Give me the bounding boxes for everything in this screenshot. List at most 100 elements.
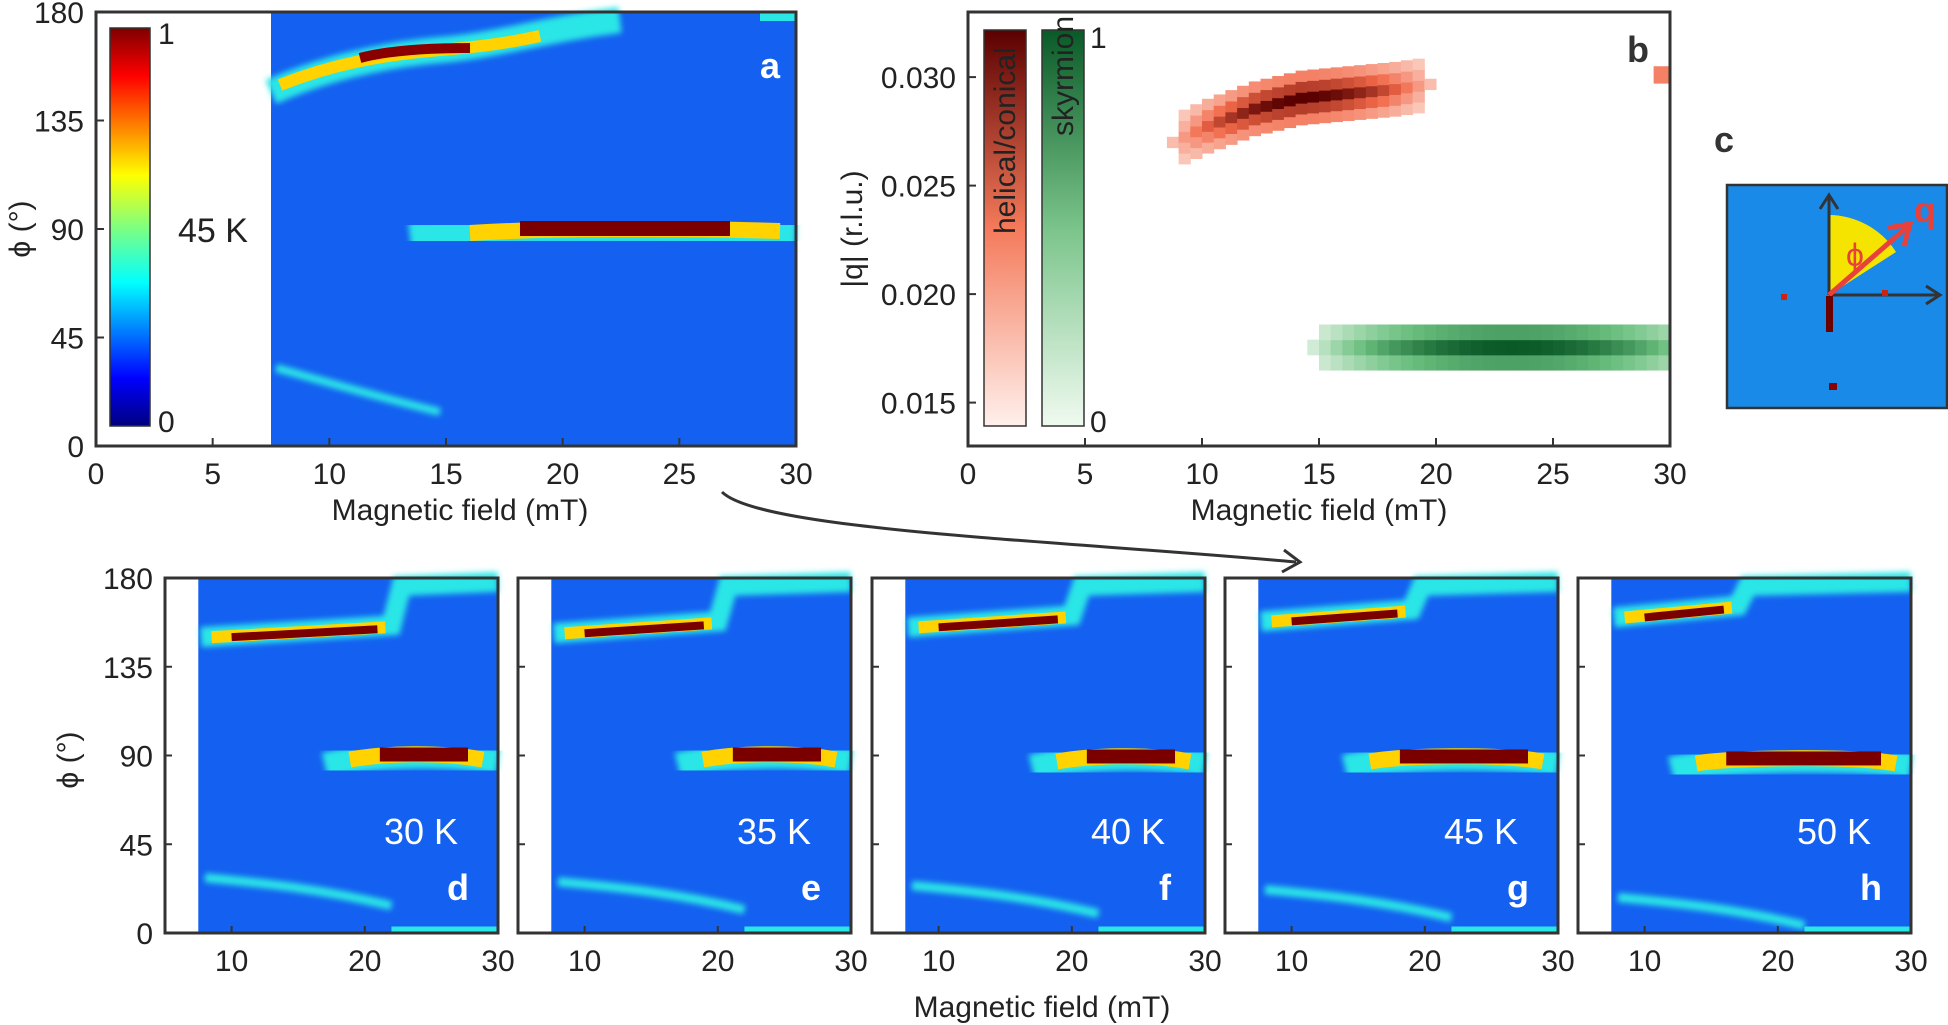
panel-g-upper-core — [1291, 609, 1398, 626]
panel-c-q-symbol: q — [1914, 189, 1936, 230]
panel-b-helical-cell — [1202, 109, 1215, 121]
panel-b-xtick-label: 5 — [1077, 458, 1094, 491]
panel-g-middle-core — [1399, 749, 1528, 764]
panel-b-skyrmion-cell — [1471, 324, 1484, 341]
panel-b-ytick-label: 0.020 — [881, 279, 956, 312]
panel-c-bragg-peak-bottom — [1829, 383, 1837, 390]
panel-b-helical-cell — [1330, 67, 1343, 79]
panel-e-xtick-label: 10 — [568, 945, 601, 978]
panel-b-skyrmion-cell — [1377, 324, 1390, 341]
panel-a-xtick-label: 30 — [779, 458, 812, 491]
panel-b-helical-cell — [1202, 120, 1215, 132]
panel-b-helical-cell — [1389, 83, 1402, 95]
panel-f-label: f — [1159, 867, 1172, 908]
panel-h-lower-branch — [1617, 893, 1806, 930]
panel-f: 40 K f 10 20 30 — [870, 571, 1222, 978]
panel-b-helical-cell — [1342, 87, 1355, 100]
panel-b-helical-cell — [1377, 95, 1390, 107]
panel-b-skyrmion-cell — [1365, 324, 1378, 341]
row-ylabel: ϕ (°) — [52, 731, 85, 788]
panel-b-helical-cell — [1295, 103, 1308, 115]
panel-f-temperature: 40 K — [1091, 811, 1165, 852]
panel-f-xtick-label: 30 — [1188, 945, 1221, 978]
panel-c-horizontal-arrowhead — [1925, 284, 1943, 306]
panel-b-helical-cell — [1283, 105, 1297, 118]
panel-b-skyrmion-cell — [1646, 354, 1659, 371]
panel-b-skyrmion-cell — [1634, 354, 1648, 371]
panel-b-skyrmion-cell — [1646, 324, 1659, 341]
panel-b-helical-cell — [1377, 73, 1390, 86]
panel-b-helical-cell — [1330, 99, 1343, 112]
panel-b-skyrmion-cell — [1482, 324, 1495, 341]
panel-b-helical-cell — [1412, 80, 1425, 92]
panel-b-skyrmion-cell — [1658, 324, 1671, 341]
panel-b-helical-cell — [1377, 84, 1390, 97]
panel-b-helical-cell — [1237, 129, 1250, 141]
panel-b-skyrmion-cell — [1482, 339, 1495, 356]
panel-h-xtick-label: 10 — [1628, 945, 1661, 978]
panel-b-legend-min: 0 — [1090, 406, 1107, 439]
panel-b-helical-cell — [1342, 77, 1355, 89]
panel-f-xtick-label: 10 — [922, 945, 955, 978]
panel-b-helical-cell — [1319, 111, 1332, 124]
panel-b-skyrmion-cell — [1307, 339, 1320, 356]
panel-g-xtick-label: 30 — [1541, 945, 1574, 978]
panel-b-helical-cell — [1248, 103, 1261, 115]
panel-a-xtick-label: 0 — [88, 458, 105, 491]
panel-b-helical-cell — [1260, 100, 1273, 112]
panel-a-ytick-label: 135 — [34, 106, 84, 139]
panel-a-ytick-label: 45 — [51, 323, 84, 356]
row-xlabel: Magnetic field (mT) — [914, 991, 1171, 1024]
panel-b-skyrmion-cell — [1599, 324, 1612, 341]
panel-c-q-arrowhead-icon — [1887, 220, 1914, 247]
panel-b-helical-cell — [1330, 89, 1343, 101]
panel-b-helical-cell — [1225, 133, 1238, 145]
panel-b-helical-cell — [1190, 104, 1203, 116]
panel-b-skyrmion-cell — [1588, 354, 1601, 371]
panel-b-skyrmion-cell — [1623, 324, 1636, 341]
panel-b-skyrmion-cell — [1599, 339, 1612, 356]
panel-b-skyrmion-cell — [1330, 339, 1343, 356]
panel-b-skyrmion-cell — [1342, 324, 1355, 341]
panel-d-xtick-label: 20 — [348, 945, 381, 978]
panel-b-skyrmion-cell — [1634, 324, 1648, 341]
panel-b-xtick-label: 25 — [1536, 458, 1569, 491]
panel-b-skyrmion-cell — [1377, 339, 1390, 356]
connector-arrowhead-icon — [1281, 548, 1303, 574]
panel-b-xtick-label: 0 — [960, 458, 977, 491]
panel-b-helical-colorbar — [983, 29, 1027, 427]
panel-b-helical-cell — [1272, 76, 1285, 88]
panel-b-helical-cell — [1400, 60, 1414, 72]
panel-b-skyrmion-cell — [1564, 324, 1577, 341]
panel-b-skyrmion-cell — [1658, 354, 1671, 371]
panel-b-helical-cell — [1342, 98, 1355, 111]
panel-b-legend-skyrmion: skyrmion — [1047, 16, 1080, 136]
panel-h-upper-core — [1644, 605, 1725, 622]
panel-c-bragg-peak-right — [1882, 290, 1888, 296]
panel-c: c ϕ q — [1714, 119, 1948, 410]
panel-c-bragg-peak-vertical — [1826, 296, 1833, 332]
panel-a-middle-branch — [408, 213, 797, 252]
panel-b: helical/conical skyrmion 1 0 b 0 5 10 15 20 2… — [836, 10, 1687, 527]
panel-b-skyrmion-cell — [1494, 324, 1507, 341]
panel-a-label: a — [760, 45, 781, 86]
panel-d-ytick-label: 135 — [103, 652, 153, 685]
panel-c-phi-symbol: ϕ — [1846, 237, 1864, 273]
panel-b-skyrmion-cell — [1494, 339, 1507, 356]
panel-h: 50 K h 10 20 30 — [1576, 571, 1928, 978]
panel-b-skyrmion-cell — [1412, 324, 1425, 341]
panel-b-helical-cell — [1400, 92, 1414, 105]
panel-b-helical-cell — [1190, 136, 1203, 149]
panel-b-helical-cell — [1283, 84, 1297, 96]
panel-b-skyrmion-cell — [1319, 339, 1332, 356]
panel-d-xtick-label: 10 — [215, 945, 248, 978]
panel-c-label: c — [1714, 119, 1734, 160]
panel-b-ytick-label: 0.025 — [881, 171, 956, 204]
panel-g-label: g — [1507, 867, 1529, 908]
panel-b-helical-cell — [1295, 92, 1308, 104]
panel-b-helical-cell — [1389, 61, 1402, 74]
panel-b-xtick-label: 15 — [1302, 458, 1335, 491]
panel-b-skyrmion-cell — [1400, 324, 1414, 341]
panel-d-ytick-label: 45 — [120, 829, 153, 862]
panel-e-middle-core — [732, 747, 821, 762]
